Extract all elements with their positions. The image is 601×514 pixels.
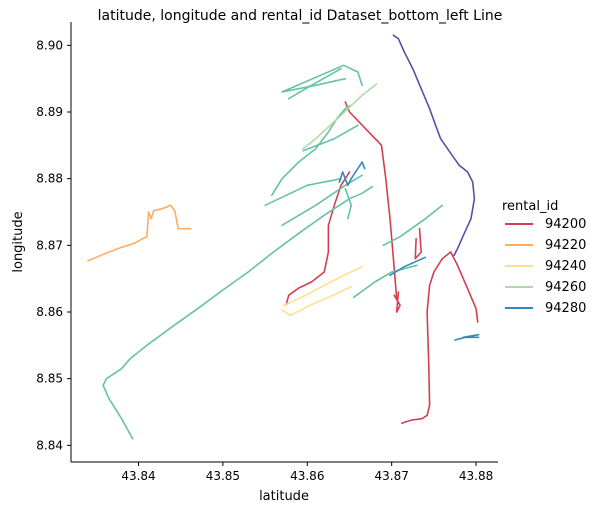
series-line-94280 xyxy=(392,34,476,257)
x-tick-label: 43.84 xyxy=(121,469,155,483)
series-line-94260 xyxy=(302,83,378,150)
axes xyxy=(70,22,498,463)
y-tick-label: 8.87 xyxy=(36,238,63,252)
series-line-94280 xyxy=(389,256,427,277)
series-line-94240 xyxy=(282,265,363,307)
y-tick-label: 8.89 xyxy=(36,105,63,119)
plot-lines xyxy=(87,34,480,440)
legend-title: rental_id xyxy=(502,199,558,214)
x-tick-label: 43.87 xyxy=(374,469,408,483)
x-axis-label: latitude xyxy=(259,489,309,504)
series-94280 xyxy=(338,161,480,341)
y-axis-label: longitude xyxy=(11,211,26,272)
legend-items: 94200 94220 94240 94260 94280 xyxy=(505,217,586,316)
series-line-94220 xyxy=(87,204,192,262)
series-line-94200 xyxy=(414,227,423,260)
series-94220 xyxy=(87,204,192,262)
y-tick-label: 8.84 xyxy=(36,438,63,452)
legend-label: 94280 xyxy=(545,301,586,316)
x-ticks: 43.84 43.85 43.86 43.87 43.88 xyxy=(121,462,493,483)
legend-label: 94220 xyxy=(545,238,586,253)
series-line-94260 xyxy=(352,264,418,299)
series-line-94260 xyxy=(302,124,359,152)
legend-label: 94260 xyxy=(545,280,586,295)
series-line-94200 xyxy=(400,251,479,425)
series-94200 xyxy=(285,101,479,425)
y-tick-label: 8.88 xyxy=(36,172,63,186)
series-line-94200 xyxy=(393,291,401,313)
series-94280 xyxy=(392,34,476,257)
y-tick-label: 8.90 xyxy=(36,38,63,52)
legend: rental_id 94200 94220 94240 94260 94280 xyxy=(502,199,586,316)
series-line-94260 xyxy=(344,187,353,220)
y-tick-label: 8.86 xyxy=(36,305,63,319)
x-tick-label: 43.88 xyxy=(459,469,493,483)
series-line-94280 xyxy=(338,161,366,187)
legend-label: 94200 xyxy=(545,217,586,232)
series-line-94280 xyxy=(454,333,480,341)
series-line-94260 xyxy=(264,177,342,207)
series-line-94200 xyxy=(344,101,398,300)
x-tick-label: 43.85 xyxy=(206,469,240,483)
y-tick-label: 8.85 xyxy=(36,372,63,386)
series-line-94240 xyxy=(281,285,353,317)
series-line-94260 xyxy=(270,104,353,197)
x-tick-label: 43.86 xyxy=(290,469,324,483)
series-94240 xyxy=(281,265,363,317)
y-ticks: 8.84 8.85 8.86 8.87 8.88 8.89 8.90 xyxy=(36,38,71,452)
series-line-94260 xyxy=(281,174,363,227)
series-line-94260 xyxy=(382,204,444,247)
series-line-94260 xyxy=(102,185,374,440)
series-94260 xyxy=(102,64,444,440)
series-line-94260 xyxy=(287,67,342,100)
chart-title: latitude, longitude and rental_id Datase… xyxy=(98,8,503,24)
legend-label: 94240 xyxy=(545,259,586,274)
series-94260 xyxy=(302,83,378,150)
series-line-94200 xyxy=(285,171,351,306)
series-line-94260 xyxy=(281,64,363,93)
